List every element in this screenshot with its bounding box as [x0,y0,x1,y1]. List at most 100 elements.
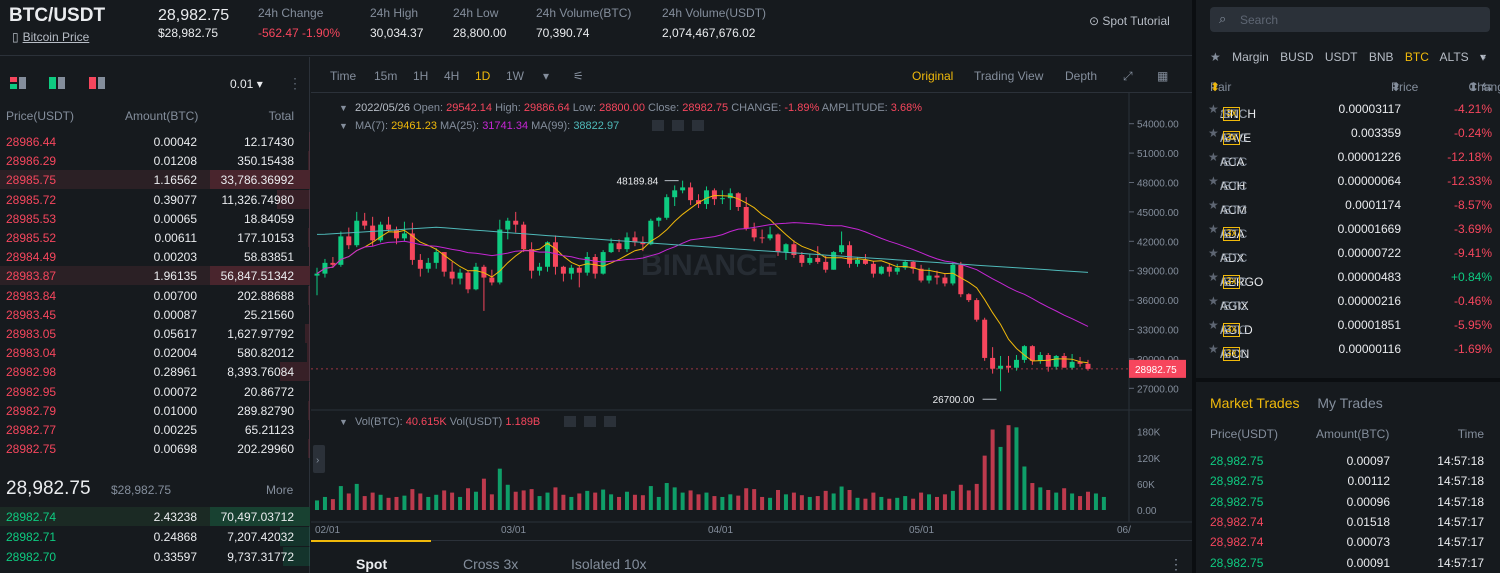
depth-bar [210,266,310,286]
bitcoin-price-link[interactable]: ▯ Bitcoin Price [12,30,89,44]
pair-title[interactable]: BTC/USDT [9,5,106,26]
tab-spot[interactable]: Spot [356,556,388,572]
more-options-icon[interactable]: ⋮ [1169,556,1183,572]
candle-body [847,245,853,264]
tab-bnb[interactable]: BNB [1368,50,1394,64]
col-amount: Amount(BTC) [125,109,199,123]
tab-alts-label: ALTS [1439,50,1469,64]
tab-btc[interactable]: BTC [1404,50,1429,64]
market-row[interactable]: ★ ACM/BTC 0.0001174 -8.57% [1196,193,1500,217]
tab-market-trades[interactable]: Market Trades [1210,395,1300,411]
ask-row[interactable]: 28983.87 1.96135 56,847.51342 [0,266,310,286]
view-trading-view[interactable]: Trading View [974,69,1044,83]
market-row[interactable]: ★ AGIX/BTC 0.00000216 -0.46% [1196,289,1500,313]
book-both-icon[interactable] [10,75,26,91]
ask-row[interactable]: 28985.72 0.39077 11,326.74980 [0,189,310,209]
tab-margin[interactable]: Margin [1232,50,1269,64]
ask-row[interactable]: 28982.98 0.28961 8,393.76084 [0,362,310,382]
candle-body [393,229,399,239]
tab-busd[interactable]: BUSD [1280,50,1314,64]
spot-tutorial-link[interactable]: ⊙ Spot Tutorial [1089,14,1170,28]
market-row[interactable]: ★ ACA/BTC 0.00001226 -12.18% [1196,145,1500,169]
fullscreen-icon[interactable]: ⤢ [1123,69,1133,83]
stat-24h-change: 24h Change -562.47 -1.90% [258,6,340,40]
ask-row[interactable]: 28983.45 0.00087 25.21560 [0,304,310,324]
star-icon[interactable]: ★ [1208,270,1219,284]
star-icon[interactable]: ★ [1208,222,1219,236]
interval-time[interactable]: Time [330,69,357,83]
interval-15m[interactable]: 15m [374,69,398,83]
more-link[interactable]: More [266,483,294,497]
ask-row[interactable]: 28985.75 1.16562 33,786.36992 [0,170,310,190]
ask-row[interactable]: 28984.49 0.00203 58.83851 [0,247,310,267]
book-bids-icon[interactable] [49,75,66,91]
star-icon[interactable]: ★ [1208,174,1219,188]
tab-my-trades[interactable]: My Trades [1317,395,1383,411]
star-icon[interactable]: ★ [1208,342,1219,356]
market-row[interactable]: ★ 1INCH/BTC 3x 0.00003117 -4.21% [1196,97,1500,121]
ask-row[interactable]: 28986.29 0.01208 350.15438 [0,151,310,171]
candle-body [672,190,678,198]
chart-canvas[interactable]: 54000.00 51000.00 48000.00 45000.00 42000.00… [311,57,1192,540]
interval-1h[interactable]: 1H [413,69,429,83]
ask-row[interactable]: 28983.04 0.02004 580.82012 [0,343,310,363]
ask-row[interactable]: 28986.44 0.00042 12.17430 [0,132,310,151]
bid-row[interactable]: 28982.71 0.24868 7,207.42032 [0,527,310,546]
market-row[interactable]: ★ AERGO/BTC 3x 0.00000483 +0.84% [1196,265,1500,289]
volume-bar [942,494,947,510]
bitcoin-price-label[interactable]: Bitcoin Price [22,30,90,44]
market-row[interactable]: ★ ADX/BTC 0.00000722 -9.41% [1196,241,1500,265]
chevron-right-icon[interactable]: › [1482,50,1486,64]
indicators-icon[interactable]: ⚟ [573,69,584,83]
bid-row[interactable]: 28982.74 2.43238 70,497.03712 [0,507,310,526]
volume-bar [577,493,582,510]
star-icon[interactable]: ★ [1208,318,1219,332]
ask-row[interactable]: 28982.79 0.01000 289.82790 [0,400,310,420]
market-row[interactable]: ★ ADA/BTC 3x 0.00001669 -3.69% [1196,217,1500,241]
candle-body [473,266,479,290]
ask-row[interactable]: 28983.05 0.05617 1,627.97792 [0,324,310,343]
pair-price: 0.00000216 [1337,294,1401,308]
candle-body [425,262,431,269]
market-row[interactable]: ★ AION/BTC 3x 0.00000116 -1.69% [1196,337,1500,361]
star-icon[interactable]: ★ [1208,246,1219,260]
volume-bar [807,496,812,510]
bid-row[interactable]: 28982.70 0.33597 9,737.31772 [0,547,310,566]
ask-row[interactable]: 28982.77 0.00225 65.21123 [0,420,310,439]
tab-cross[interactable]: Cross 3x [463,556,519,572]
layout-grid-icon[interactable]: ▦ [1157,69,1169,83]
col-change[interactable]: Change ⬍ ⇆ [1469,80,1500,94]
tick-size-select[interactable]: 0.01 ▾ [230,77,263,91]
market-row[interactable]: ★ AGLD/BTC 3x 0.00001851 -5.95% [1196,313,1500,337]
market-row[interactable]: ★ ACH/BTC 0.00000064 -12.33% [1196,169,1500,193]
view-depth[interactable]: Depth [1065,69,1098,83]
candle-body [998,365,1004,369]
ask-row[interactable]: 28983.84 0.00700 202.88688 [0,285,310,305]
star-icon[interactable]: ★ [1208,150,1219,164]
star-icon[interactable]: ★ [1208,294,1219,308]
more-options-icon[interactable]: ⋮ [288,75,302,91]
search-input[interactable]: ⌕ Search [1210,7,1490,32]
tab-usdt[interactable]: USDT [1324,50,1358,64]
interval-4h[interactable]: 4H [444,69,460,83]
star-icon[interactable]: ★ [1208,102,1219,116]
ask-row[interactable]: 28982.95 0.00072 20.86772 [0,381,310,401]
volume-bar [505,484,510,510]
tab-isolated[interactable]: Isolated 10x [571,556,647,572]
market-row[interactable]: ★ AAVE/BTC 3x 0.003359 -0.24% [1196,121,1500,145]
book-asks-icon[interactable] [88,75,105,91]
view-original[interactable]: Original [912,69,954,83]
star-icon[interactable]: ★ [1208,126,1219,140]
ask-row[interactable]: 28982.75 0.00698 202.29960 [0,439,310,459]
ask-row[interactable]: 28985.52 0.00611 177.10153 [0,228,310,247]
interval-dropdown-icon[interactable]: ▾ [543,69,550,83]
ask-row[interactable]: 28985.53 0.00065 18.84059 [0,208,310,228]
favorites-star-icon[interactable]: ★ [1210,50,1221,64]
col-price[interactable]: Price ⬍ [1390,80,1419,94]
interval-1w[interactable]: 1W [506,69,524,83]
tab-alts[interactable]: ALTS ▾ [1439,50,1487,64]
interval-1d[interactable]: 1D [475,69,491,83]
candle-body [990,357,996,369]
trade-amount: 0.00096 [1346,494,1390,509]
star-icon[interactable]: ★ [1208,198,1219,212]
